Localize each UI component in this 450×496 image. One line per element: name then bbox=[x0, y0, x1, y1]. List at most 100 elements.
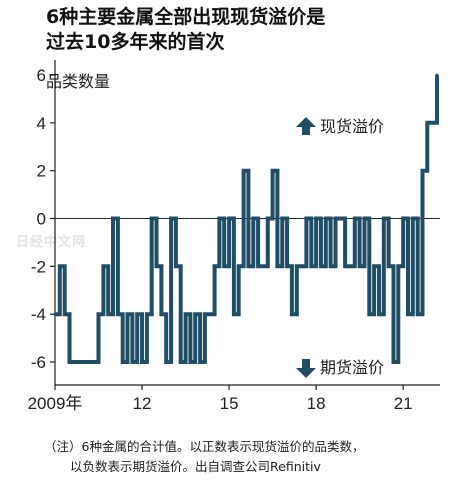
data-point bbox=[179, 360, 183, 364]
data-point bbox=[348, 264, 352, 268]
data-point bbox=[208, 312, 212, 316]
data-point bbox=[367, 312, 371, 316]
data-point bbox=[102, 264, 105, 268]
data-point bbox=[150, 217, 154, 220]
data-point bbox=[160, 312, 163, 316]
data-point bbox=[251, 217, 255, 220]
chart-title-line-1: 6种主要金属全部出现现货溢价是 bbox=[46, 5, 325, 28]
x-tick-label: 15 bbox=[220, 394, 239, 413]
data-point bbox=[421, 169, 424, 173]
data-point bbox=[309, 264, 313, 268]
data-point bbox=[261, 264, 265, 268]
data-point bbox=[377, 312, 381, 316]
axes: 6 4 2 0 -2 -4 -6 2009年 12 15 18 21 bbox=[28, 60, 440, 413]
data-point bbox=[372, 264, 376, 268]
data-point bbox=[392, 360, 395, 364]
data-point bbox=[189, 360, 192, 364]
y-tick-label: -2 bbox=[31, 257, 46, 276]
y-tick-label: 2 bbox=[37, 162, 46, 181]
data-point bbox=[111, 217, 115, 220]
data-point bbox=[184, 312, 188, 316]
annotations: 现货溢价 期货溢价 bbox=[296, 117, 384, 378]
data-point bbox=[164, 360, 168, 364]
data-point bbox=[131, 360, 134, 364]
data-point bbox=[82, 360, 86, 364]
chart-title-line-2: 过去10多年来的首次 bbox=[46, 30, 224, 53]
data-point bbox=[314, 217, 318, 220]
y-tick-label: 6 bbox=[37, 66, 46, 85]
data-point bbox=[242, 169, 246, 173]
annotation-futures-premium: 期货溢价 bbox=[320, 358, 384, 377]
data-point bbox=[135, 312, 139, 316]
data-point bbox=[58, 264, 62, 268]
data-point bbox=[247, 264, 250, 268]
data-point bbox=[72, 360, 76, 364]
data-point bbox=[213, 264, 217, 268]
data-point bbox=[343, 264, 347, 268]
data-point bbox=[237, 264, 241, 268]
data-point bbox=[145, 312, 149, 316]
y-tick-label: -6 bbox=[31, 353, 46, 372]
data-point bbox=[358, 264, 361, 268]
data-point bbox=[406, 312, 410, 316]
up-arrow-icon bbox=[296, 117, 316, 135]
x-tick-label: 12 bbox=[133, 394, 152, 413]
data-point bbox=[126, 312, 129, 316]
series-line bbox=[55, 75, 439, 364]
annotation-spot-premium: 现货溢价 bbox=[320, 117, 384, 136]
data-point bbox=[97, 312, 100, 316]
data-point bbox=[92, 360, 96, 364]
data-point bbox=[416, 312, 420, 316]
data-point bbox=[430, 121, 434, 125]
data-point bbox=[116, 312, 120, 316]
data-point bbox=[290, 312, 294, 316]
data-point bbox=[198, 360, 202, 364]
data-point bbox=[435, 73, 439, 77]
data-point bbox=[295, 264, 299, 268]
data-point bbox=[68, 360, 71, 364]
data-point bbox=[266, 217, 270, 220]
data-point bbox=[271, 169, 274, 173]
data-point bbox=[218, 217, 221, 220]
data-point bbox=[334, 217, 337, 220]
x-tick-label: 21 bbox=[394, 394, 413, 413]
y-axis-unit-label: 品类数量 bbox=[46, 72, 110, 91]
data-point bbox=[222, 264, 226, 268]
y-tick-label: 0 bbox=[37, 210, 46, 229]
data-point bbox=[363, 217, 366, 220]
data-point bbox=[53, 312, 57, 316]
footnote-line-1: （注）6种金属的合计值。以正数表示现货溢价的品类数， bbox=[44, 439, 365, 454]
data-point bbox=[106, 312, 110, 316]
data-point bbox=[140, 360, 144, 364]
watermark: 日经中文网 bbox=[16, 234, 86, 250]
x-tick-label: 2009年 bbox=[28, 394, 83, 413]
y-tick-label: -4 bbox=[31, 305, 46, 324]
data-point bbox=[77, 360, 81, 364]
data-point bbox=[155, 264, 158, 268]
data-point bbox=[280, 217, 284, 220]
data-point bbox=[324, 217, 328, 220]
data-point bbox=[232, 312, 236, 316]
data-point bbox=[87, 360, 91, 364]
data-point bbox=[329, 264, 332, 268]
data-point bbox=[387, 264, 390, 268]
down-arrow-icon bbox=[296, 359, 316, 378]
data-point bbox=[353, 217, 357, 220]
data-point bbox=[300, 264, 303, 268]
data-point bbox=[193, 312, 197, 316]
data-point bbox=[305, 217, 308, 220]
y-tick-label: 4 bbox=[37, 114, 46, 133]
data-point bbox=[401, 217, 405, 220]
data-point bbox=[63, 312, 67, 316]
data-point bbox=[174, 264, 178, 268]
x-tick-label: 18 bbox=[307, 394, 326, 413]
data-point bbox=[169, 217, 173, 220]
data-point bbox=[396, 264, 400, 268]
data-point bbox=[425, 121, 429, 125]
data-point bbox=[411, 217, 415, 220]
data-point bbox=[227, 217, 231, 220]
footnote-line-2: 以负数表示期货溢价。出自调查公司Refinitiv bbox=[70, 459, 321, 474]
data-point bbox=[319, 264, 323, 268]
data-point bbox=[285, 264, 289, 268]
